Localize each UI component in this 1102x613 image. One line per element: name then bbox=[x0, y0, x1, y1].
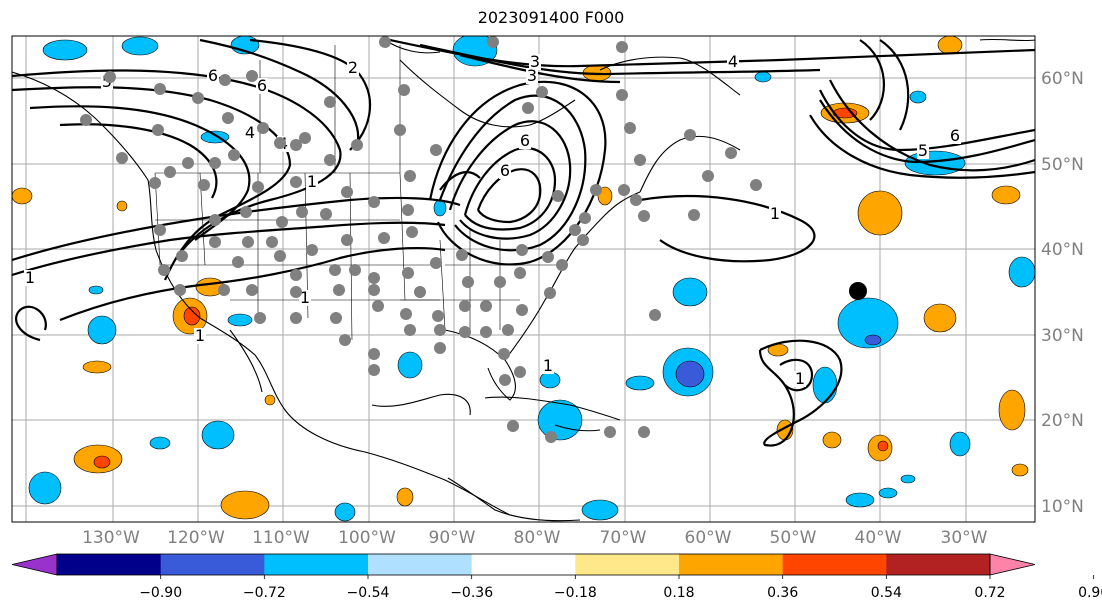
contour-label-bg bbox=[24, 270, 36, 286]
lon-label: 110°W bbox=[252, 528, 310, 548]
longitude-labels: 130°W 120°W 110°W 100°W 90°W 80°W 70°W 60°W 50°W… bbox=[82, 528, 988, 548]
contour-label-bg bbox=[727, 54, 739, 70]
colorbar-segment bbox=[471, 554, 576, 575]
colorbar-tick-label: 0.54 bbox=[871, 585, 902, 601]
colorbar-tick-label: 0.90 bbox=[1078, 585, 1102, 601]
colorbar-tick-label: −0.18 bbox=[554, 585, 597, 601]
colorbar-segment bbox=[160, 554, 265, 575]
contour-label-bg bbox=[207, 68, 219, 84]
lat-label: 20°N bbox=[1041, 411, 1084, 431]
lon-label: 130°W bbox=[82, 528, 140, 548]
lon-label: 40°W bbox=[855, 528, 902, 548]
contour-label: 1 bbox=[300, 288, 310, 307]
station-markers bbox=[80, 36, 762, 443]
contour-label-bg bbox=[256, 78, 268, 94]
contour-label-bg bbox=[299, 290, 311, 306]
contour-label: 6 bbox=[257, 76, 267, 95]
colorbar-outline bbox=[56, 553, 991, 576]
highlight-point bbox=[849, 282, 867, 300]
height-contours bbox=[12, 38, 1035, 447]
contour-label: 6 bbox=[500, 161, 510, 180]
contour-label: 1 bbox=[195, 326, 205, 345]
colorbar: −0.90 −0.72 −0.54 −0.36 −0.18 0.18 0.36 0.54 0.7… bbox=[11, 553, 1102, 601]
contour-label: 1 bbox=[25, 268, 35, 287]
colorbar-segment bbox=[57, 554, 162, 575]
contour-label-bg bbox=[529, 54, 541, 70]
colorbar-tick-label: −0.36 bbox=[450, 585, 493, 601]
lat-label: 50°N bbox=[1041, 155, 1084, 175]
contour-label: 4 bbox=[245, 123, 255, 142]
colorbar-tick-label: −0.90 bbox=[139, 585, 182, 601]
contour-label-bg bbox=[794, 371, 806, 387]
contour-label-bg bbox=[244, 125, 256, 141]
colorbar-extend-high bbox=[989, 553, 1036, 576]
lon-label: 50°W bbox=[770, 528, 817, 548]
contour-label-bg bbox=[526, 68, 538, 84]
lon-label: 30°W bbox=[941, 528, 988, 548]
contour-label: 2 bbox=[348, 58, 358, 77]
contour-label-bg bbox=[542, 358, 554, 374]
contour-label: 1 bbox=[795, 369, 805, 388]
lat-label: 10°N bbox=[1041, 497, 1084, 517]
colorbar-tick-label: −0.72 bbox=[243, 585, 286, 601]
lon-label: 70°W bbox=[600, 528, 647, 548]
contour-label: 1 bbox=[307, 172, 317, 191]
contour-label-bg bbox=[769, 206, 781, 222]
contour-label: 6 bbox=[208, 66, 218, 85]
lon-label: 120°W bbox=[167, 528, 225, 548]
colorbar-segment bbox=[368, 554, 473, 575]
contour-label-bg bbox=[499, 163, 511, 179]
lat-label: 30°N bbox=[1041, 326, 1084, 346]
contour-label-bg bbox=[917, 143, 929, 159]
lon-label: 60°W bbox=[685, 528, 732, 548]
colorbar-segment bbox=[575, 554, 680, 575]
contour-label: 6 bbox=[520, 131, 530, 150]
contour-label-bg bbox=[519, 133, 531, 149]
contour-label: 1 bbox=[543, 356, 553, 375]
colorbar-tick-label: 0.18 bbox=[663, 585, 694, 601]
map-title: 2023091400 F000 bbox=[477, 8, 625, 27]
contour-label: 3 bbox=[530, 52, 540, 71]
colorbar-segment bbox=[264, 554, 369, 575]
contour-label: 6 bbox=[950, 126, 960, 145]
colorbar-extend-low bbox=[11, 553, 58, 576]
lat-label: 60°N bbox=[1041, 69, 1084, 89]
lon-label: 80°W bbox=[514, 528, 561, 548]
contour-label: 5 bbox=[918, 141, 928, 160]
contour-label-bg bbox=[194, 328, 206, 344]
contour-label-bg bbox=[347, 60, 359, 76]
lat-label: 40°N bbox=[1041, 240, 1084, 260]
colorbar-segment bbox=[782, 554, 887, 575]
colorbar-segment bbox=[886, 554, 991, 575]
map-frame bbox=[11, 35, 1036, 523]
colorbar-segment bbox=[679, 554, 784, 575]
contour-label-bg bbox=[949, 128, 961, 144]
contour-label: 3 bbox=[527, 66, 537, 85]
lon-label: 90°W bbox=[429, 528, 476, 548]
coastlines bbox=[12, 38, 1035, 522]
contour-label: 4 bbox=[728, 52, 738, 71]
latitude-labels: 60°N 50°N 40°N 30°N 20°N 10°N bbox=[1041, 69, 1084, 517]
contour-label-bg bbox=[306, 174, 318, 190]
lon-label: 100°W bbox=[338, 528, 396, 548]
colorbar-tick-label: 0.72 bbox=[974, 585, 1005, 601]
colorbar-tick-label: 0.36 bbox=[767, 585, 798, 601]
contour-label: 1 bbox=[770, 204, 780, 223]
colorbar-tick-label: −0.54 bbox=[347, 585, 390, 601]
